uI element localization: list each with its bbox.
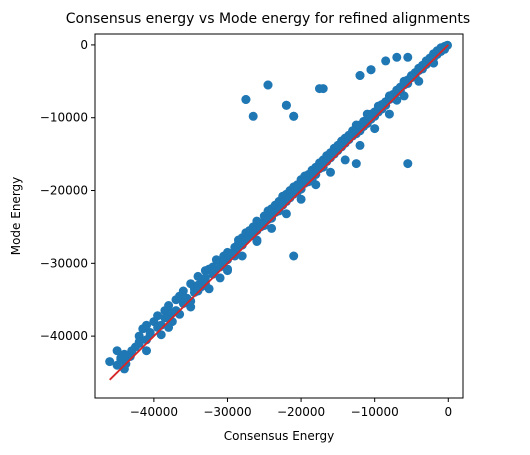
y-axis-label: Mode Energy (9, 177, 23, 256)
outlier-point (315, 84, 324, 94)
data-point (186, 296, 196, 306)
outlier-point (289, 251, 299, 261)
outlier-point (403, 159, 413, 169)
outlier-point (366, 65, 376, 75)
y-tick-label: 0 (80, 38, 88, 52)
data-point (237, 251, 247, 261)
data-point (153, 311, 163, 321)
data-point (178, 293, 188, 302)
data-point (344, 130, 354, 140)
data-point (215, 273, 225, 283)
outlier-point (355, 71, 365, 80)
outlier-point (289, 111, 299, 121)
data-point (164, 322, 174, 332)
plot-area (94, 33, 464, 399)
x-tick-label: −20000 (277, 405, 325, 419)
outlier-point (241, 95, 251, 104)
data-point (200, 273, 210, 283)
x-axis-ticks: −40000 −30000 −20000 −10000 0 (130, 398, 452, 419)
outlier-point (377, 100, 387, 110)
data-point (340, 155, 350, 165)
x-axis-label: Consensus Energy (224, 429, 335, 443)
data-point (156, 330, 166, 340)
data-point (399, 76, 409, 86)
data-point (105, 357, 115, 367)
chart-title: Consensus energy vs Mode energy for refi… (66, 11, 470, 27)
data-marks (105, 40, 452, 381)
y-tick-label: −30000 (40, 256, 88, 270)
y-tick-label: −40000 (40, 329, 88, 343)
x-tick-label: −40000 (130, 405, 178, 419)
y-tick-label: −20000 (40, 184, 88, 198)
data-point (384, 91, 394, 101)
data-point (193, 286, 203, 296)
data-point (127, 346, 137, 356)
data-point (160, 313, 170, 323)
data-point (384, 109, 394, 119)
data-point (326, 167, 335, 177)
data-point (274, 206, 284, 216)
data-point (112, 346, 122, 356)
x-tick-label: −10000 (351, 405, 399, 419)
outlier-point (392, 52, 402, 62)
x-tick-label: −30000 (203, 405, 251, 419)
outlier-point (333, 140, 343, 150)
data-point (421, 60, 431, 70)
data-point (116, 354, 126, 364)
data-point (145, 328, 155, 337)
data-point (296, 194, 306, 204)
data-point (204, 284, 214, 294)
data-point (414, 76, 424, 86)
data-point (292, 182, 302, 192)
y-tick-label: −10000 (40, 111, 88, 125)
data-point (259, 221, 269, 230)
data-point (178, 286, 188, 296)
data-point (362, 109, 372, 119)
data-point (245, 226, 255, 236)
data-point (234, 238, 243, 248)
outlier-point (281, 100, 291, 110)
y-axis-ticks: −40000 −30000 −20000 −10000 0 (40, 38, 95, 343)
outlier-point (351, 159, 361, 169)
outlier-point (248, 111, 258, 121)
data-point (359, 122, 369, 131)
x-tick-label: 0 (444, 405, 452, 419)
data-point (429, 53, 439, 63)
data-point (399, 91, 409, 101)
data-point (403, 52, 413, 62)
data-point (281, 209, 291, 219)
data-point (252, 235, 262, 245)
data-point (355, 140, 365, 150)
data-point (164, 301, 174, 310)
outlier-point (381, 56, 391, 66)
data-point (370, 124, 380, 134)
data-point (267, 223, 277, 233)
data-point (142, 346, 151, 356)
outlier-point (263, 80, 273, 90)
data-point (223, 264, 232, 274)
data-point (142, 320, 151, 330)
data-point (134, 337, 144, 347)
fit-line (109, 44, 449, 381)
